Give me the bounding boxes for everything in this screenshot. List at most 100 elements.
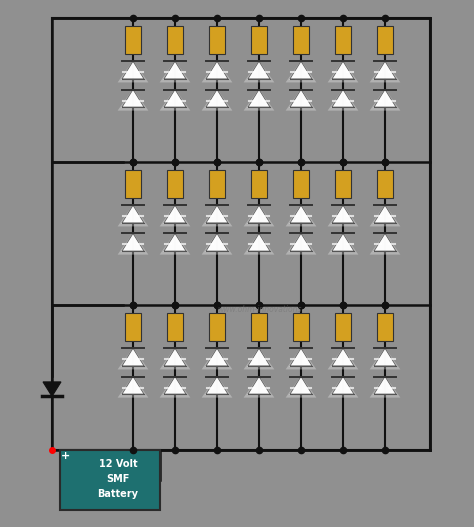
Polygon shape: [374, 348, 396, 366]
Polygon shape: [118, 233, 148, 255]
Polygon shape: [164, 376, 186, 394]
Polygon shape: [163, 376, 187, 395]
Bar: [52, 18, 430, 450]
Bar: [335, 26, 351, 54]
Polygon shape: [374, 61, 396, 79]
Polygon shape: [289, 89, 313, 108]
Polygon shape: [244, 204, 274, 227]
Bar: [209, 26, 225, 54]
Polygon shape: [374, 376, 396, 394]
Polygon shape: [331, 376, 355, 395]
Polygon shape: [290, 348, 312, 366]
Bar: [293, 313, 309, 341]
Polygon shape: [163, 348, 187, 367]
Polygon shape: [160, 61, 191, 82]
Polygon shape: [201, 233, 232, 255]
Text: Battery: Battery: [98, 489, 138, 499]
Bar: [209, 170, 225, 198]
Bar: [377, 26, 393, 54]
Polygon shape: [205, 348, 229, 367]
Polygon shape: [248, 206, 270, 223]
Polygon shape: [121, 348, 145, 367]
Bar: [335, 170, 351, 198]
Polygon shape: [163, 61, 187, 80]
Bar: [125, 26, 141, 54]
Polygon shape: [248, 348, 270, 366]
Polygon shape: [164, 233, 186, 251]
Polygon shape: [289, 205, 313, 224]
Polygon shape: [331, 233, 355, 252]
Polygon shape: [118, 204, 148, 227]
Polygon shape: [328, 233, 358, 255]
Polygon shape: [163, 233, 187, 252]
Bar: [251, 313, 267, 341]
Polygon shape: [121, 61, 145, 80]
Polygon shape: [290, 376, 312, 394]
Bar: [293, 170, 309, 198]
Polygon shape: [118, 61, 148, 82]
Polygon shape: [201, 204, 232, 227]
Polygon shape: [247, 89, 271, 108]
Polygon shape: [290, 233, 312, 251]
Polygon shape: [122, 206, 144, 223]
Polygon shape: [332, 61, 354, 79]
Polygon shape: [290, 61, 312, 79]
Polygon shape: [332, 90, 354, 107]
Polygon shape: [160, 204, 191, 227]
Polygon shape: [373, 348, 397, 367]
Polygon shape: [374, 233, 396, 251]
Bar: [335, 313, 351, 341]
Polygon shape: [328, 89, 358, 111]
Polygon shape: [244, 61, 274, 82]
Polygon shape: [370, 233, 401, 255]
Text: +: +: [61, 451, 71, 461]
Polygon shape: [118, 89, 148, 111]
Polygon shape: [164, 61, 186, 79]
Polygon shape: [201, 61, 232, 82]
Polygon shape: [332, 206, 354, 223]
Polygon shape: [244, 376, 274, 397]
Polygon shape: [248, 376, 270, 394]
Polygon shape: [43, 382, 61, 396]
Polygon shape: [286, 233, 317, 255]
Polygon shape: [206, 206, 228, 223]
Polygon shape: [160, 376, 191, 397]
Polygon shape: [370, 204, 401, 227]
Polygon shape: [118, 348, 148, 369]
Polygon shape: [205, 61, 229, 80]
Polygon shape: [244, 233, 274, 255]
Bar: [293, 26, 309, 54]
Polygon shape: [247, 205, 271, 224]
Polygon shape: [201, 376, 232, 397]
Bar: [377, 170, 393, 198]
Polygon shape: [328, 376, 358, 397]
Polygon shape: [163, 89, 187, 108]
Polygon shape: [290, 90, 312, 107]
Polygon shape: [206, 376, 228, 394]
Bar: [125, 170, 141, 198]
Polygon shape: [160, 89, 191, 111]
Polygon shape: [370, 89, 401, 111]
Polygon shape: [373, 376, 397, 395]
Polygon shape: [205, 233, 229, 252]
Polygon shape: [332, 348, 354, 366]
Polygon shape: [289, 376, 313, 395]
Polygon shape: [206, 233, 228, 251]
Polygon shape: [248, 233, 270, 251]
Polygon shape: [289, 61, 313, 80]
Polygon shape: [331, 348, 355, 367]
Polygon shape: [332, 376, 354, 394]
Text: www.ohm-innovations: www.ohm-innovations: [218, 306, 302, 315]
Polygon shape: [164, 90, 186, 107]
Polygon shape: [206, 61, 228, 79]
Polygon shape: [122, 61, 144, 79]
Polygon shape: [122, 233, 144, 251]
Bar: [209, 313, 225, 341]
Polygon shape: [289, 233, 313, 252]
Polygon shape: [332, 233, 354, 251]
Polygon shape: [121, 205, 145, 224]
Polygon shape: [370, 348, 401, 369]
Polygon shape: [205, 205, 229, 224]
Polygon shape: [289, 348, 313, 367]
Polygon shape: [247, 233, 271, 252]
